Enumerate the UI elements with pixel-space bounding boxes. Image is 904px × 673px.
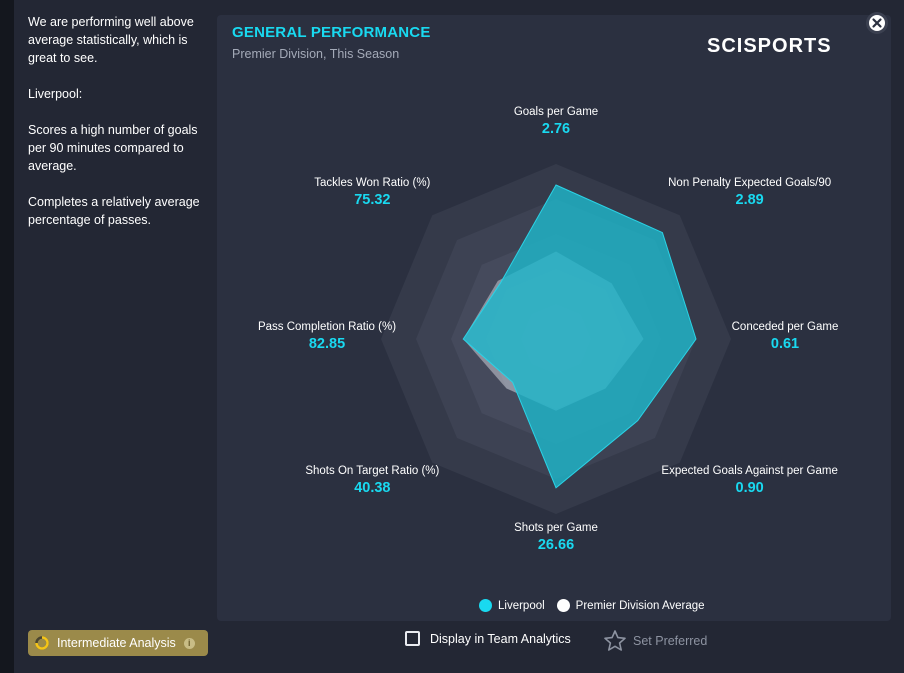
loading-ring-icon bbox=[35, 636, 49, 650]
legend-dot-icon bbox=[556, 599, 570, 612]
axis-label: Expected Goals Against per Game 0.90 bbox=[661, 465, 837, 496]
axis-label: Non Penalty Expected Goals/90 2.89 bbox=[668, 177, 831, 208]
axis-name: Shots per Game bbox=[514, 522, 598, 534]
axis-value: 0.61 bbox=[770, 336, 800, 352]
analysis-text: We are performing well above average sta… bbox=[28, 13, 213, 247]
axis-label: Shots per Game 26.66 bbox=[514, 522, 598, 553]
axis-value: 40.38 bbox=[354, 479, 391, 496]
axis-name: Shots On Target Ratio (%) bbox=[305, 464, 440, 477]
legend-label: Liverpool bbox=[498, 599, 545, 612]
axis-value: 75.32 bbox=[354, 192, 391, 209]
axis-name: Tackles Won Ratio (%) bbox=[314, 177, 431, 190]
intermediate-analysis-button[interactable]: Intermediate Analysis i bbox=[28, 630, 208, 656]
card-subtitle: Premier Division, This Season bbox=[232, 47, 400, 61]
axis-name: Pass Completion Ratio (%) bbox=[257, 321, 397, 333]
checkbox-label: Display in Team Analytics bbox=[430, 631, 571, 646]
axis-label: Shots On Target Ratio (%) 40.38 bbox=[305, 465, 439, 496]
axis-name: Non Penalty Expected Goals/90 bbox=[668, 177, 832, 190]
axis-label: Goals per Game 2.76 bbox=[514, 106, 598, 137]
set-preferred-label: Set Preferred bbox=[633, 634, 708, 648]
axis-name: Goals per Game bbox=[513, 106, 599, 118]
performance-card: GENERAL PERFORMANCE Premier Division, Th… bbox=[217, 15, 891, 621]
analysis-paragraph: We are performing well above average sta… bbox=[28, 15, 194, 65]
left-edge bbox=[0, 0, 14, 673]
chart-legend: Liverpool Premier Division Average bbox=[479, 599, 717, 612]
scisports-logo: SCISPORTS bbox=[707, 35, 832, 57]
axis-value: 2.76 bbox=[541, 121, 571, 137]
analysis-paragraph: Scores a high number of goals per 90 min… bbox=[28, 123, 198, 173]
axis-name: Conceded per Game bbox=[731, 321, 839, 333]
axis-value: 2.89 bbox=[735, 192, 764, 209]
legend-label: Premier Division Average bbox=[575, 599, 705, 612]
radar-chart bbox=[381, 164, 731, 514]
info-icon[interactable]: i bbox=[183, 637, 195, 649]
axis-label: Tackles Won Ratio (%) 75.32 bbox=[314, 177, 430, 208]
legend-item-liverpool: Liverpool bbox=[479, 599, 545, 612]
analysis-button-label: Intermediate Analysis bbox=[57, 636, 176, 650]
card-title: GENERAL PERFORMANCE bbox=[232, 24, 431, 41]
set-preferred-button[interactable]: Set Preferred bbox=[603, 629, 707, 653]
axis-name: Expected Goals Against per Game bbox=[661, 464, 838, 477]
series-liverpool-area bbox=[462, 184, 697, 489]
legend-item-average: Premier Division Average bbox=[556, 599, 705, 612]
close-icon bbox=[869, 15, 885, 31]
checkbox-icon[interactable] bbox=[405, 631, 420, 646]
axis-value: 82.85 bbox=[308, 336, 346, 352]
close-button[interactable] bbox=[866, 12, 888, 34]
analysis-paragraph: Liverpool: bbox=[28, 87, 83, 101]
legend-dot-icon bbox=[479, 599, 492, 612]
axis-label: Conceded per Game 0.61 bbox=[732, 321, 839, 352]
axis-value: 0.90 bbox=[735, 479, 764, 496]
star-icon bbox=[604, 630, 626, 651]
analysis-paragraph: Completes a relatively average percentag… bbox=[28, 195, 200, 227]
axis-label: Pass Completion Ratio (%) 82.85 bbox=[258, 321, 396, 352]
display-in-team-analytics-checkbox[interactable]: Display in Team Analytics bbox=[405, 631, 571, 646]
axis-value: 26.66 bbox=[537, 537, 575, 553]
